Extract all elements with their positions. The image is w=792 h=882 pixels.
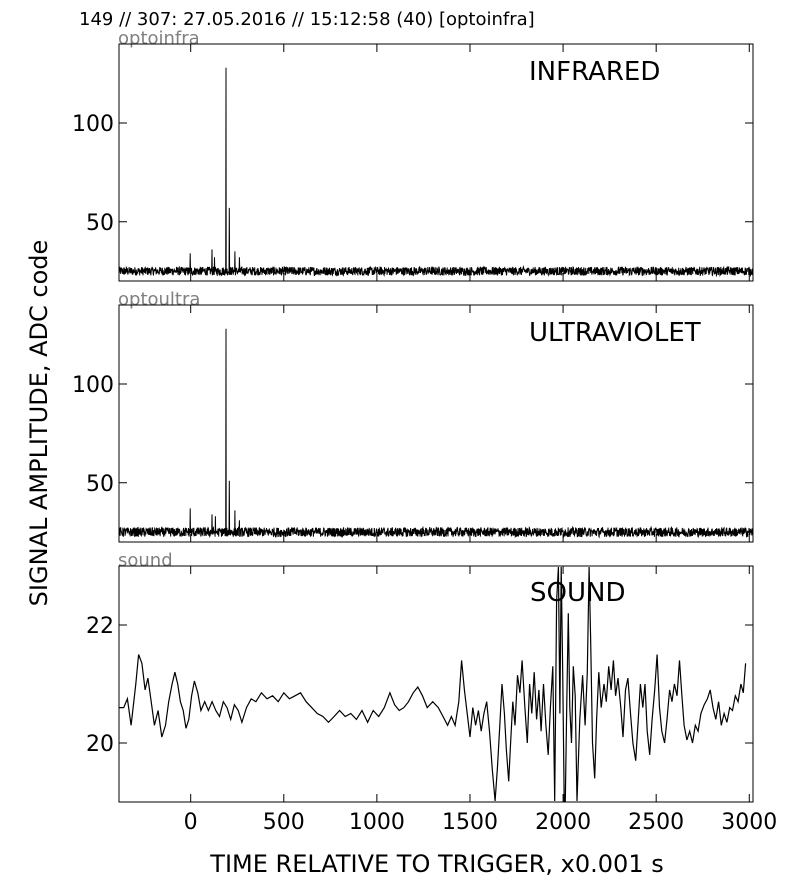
y-ticks-ultraviolet: 50 100	[72, 373, 753, 497]
y-tick-label-infrared: 100	[72, 112, 114, 137]
y-axis-label: SIGNAL AMPLITUDE, ADC code	[25, 240, 53, 607]
plot-frame-ultraviolet	[118, 304, 754, 543]
y-tick-label-sound: 22	[86, 614, 114, 639]
header-text: 149 // 307: 27.05.2016 // 15:12:58 (40) …	[79, 9, 535, 30]
signal-line-infrared	[118, 67, 754, 278]
x-tick-labels: 0 500 1000 1500 2000 2500 3000	[184, 810, 778, 835]
x-tick-label: 1000	[349, 810, 405, 835]
x-tick-label: 1500	[442, 810, 498, 835]
y-tick-label-infrared: 50	[86, 211, 114, 236]
plot-frame-infrared	[118, 43, 754, 282]
y-tick-label-ultraviolet: 50	[86, 472, 114, 497]
x-ticks-infrared	[190, 44, 750, 281]
x-tick-label: 3000	[721, 810, 777, 835]
panel-title-ultraviolet: ULTRAVIOLET	[529, 318, 701, 348]
signal-line-ultraviolet	[118, 328, 754, 539]
x-tick-label: 500	[263, 810, 305, 835]
panel-title-sound: SOUND	[530, 578, 625, 608]
channel-tag-ultraviolet: optoultra	[118, 289, 200, 310]
y-tick-label-sound: 20	[86, 732, 114, 757]
panel-title-infrared: INFRARED	[529, 57, 660, 87]
y-tick-label-ultraviolet: 100	[72, 373, 114, 398]
channel-tag-infrared: optoinfra	[118, 28, 200, 49]
panel-ultraviolet: optoultra ULTRAVIOLET 50 100	[72, 289, 754, 543]
signal-line-sound	[119, 566, 747, 802]
plot-frame-sound	[118, 565, 754, 803]
x-axis-label: TIME RELATIVE TO TRIGGER, x0.001 s	[209, 850, 663, 878]
y-ticks-infrared: 50 100	[72, 112, 753, 236]
channel-tag-sound: sound	[118, 550, 173, 571]
x-ticks-sound	[190, 566, 750, 802]
x-tick-label: 2000	[535, 810, 591, 835]
panel-infrared: optoinfra INFRARED 50 100	[72, 28, 754, 282]
x-tick-label: 2500	[628, 810, 684, 835]
x-tick-label: 0	[184, 810, 198, 835]
